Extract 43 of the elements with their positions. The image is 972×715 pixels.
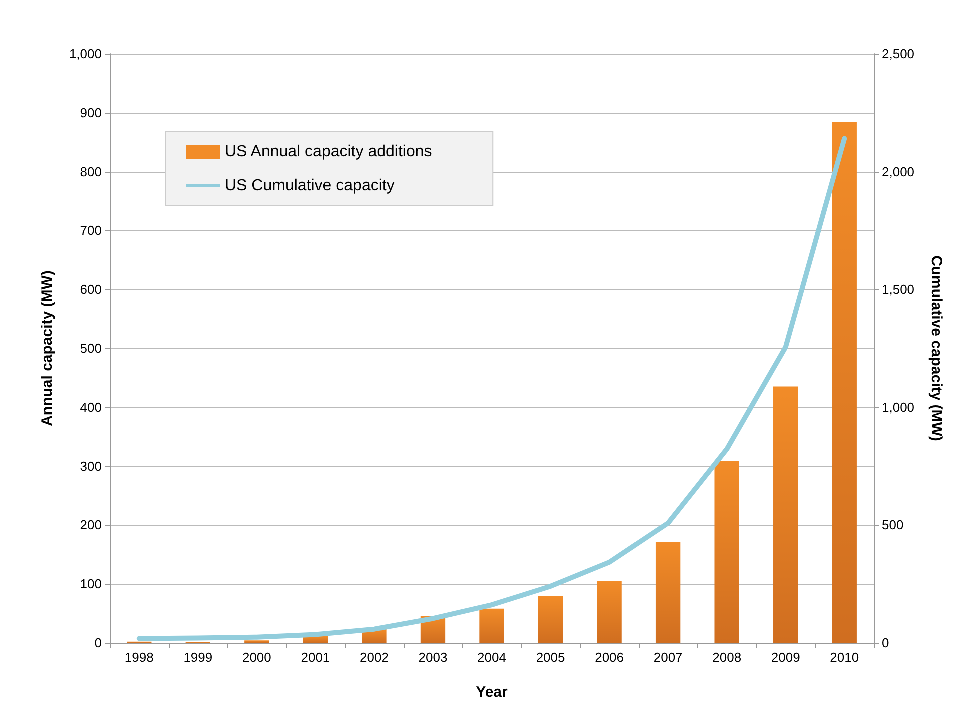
bar (774, 386, 798, 643)
y-tick-label: 200 (80, 518, 102, 533)
legend-label: US Cumulative capacity (225, 178, 395, 194)
x-tick-label: 2002 (360, 650, 389, 665)
bar (538, 596, 564, 643)
y2-tick-label: 2,500 (882, 46, 915, 62)
y-tick-label: 400 (80, 400, 102, 415)
x-tick-label: 1998 (124, 650, 154, 665)
y-tick-label: 900 (80, 105, 102, 120)
y2-tick-label: 2,000 (882, 164, 915, 180)
y2-tick-label: 0 (882, 636, 890, 650)
x-tick-label: 2005 (536, 650, 566, 665)
y-tick-label: 700 (80, 223, 102, 238)
legend-label: US Annual capacity additions (225, 144, 432, 160)
y-tick-label: 300 (80, 458, 102, 474)
y-tick-label: 1,000 (69, 46, 102, 62)
bar (714, 461, 740, 643)
x-tick-label: 2001 (301, 650, 330, 665)
x-tick-label: 2004 (478, 650, 506, 665)
bar (597, 581, 622, 643)
x-tick-label: 2003 (418, 650, 448, 665)
bar (480, 608, 504, 643)
x-axis-title: Year (476, 684, 508, 701)
x-tick-label: 1999 (184, 650, 213, 665)
x-tick-label: 2009 (771, 650, 800, 665)
x-tick-label: 2006 (595, 650, 624, 665)
bar (656, 542, 681, 643)
x-tick-label: 2000 (242, 650, 272, 665)
y-tick-label: 500 (80, 341, 102, 356)
y-axis-title: Annual capacity (MW) (39, 270, 56, 426)
x-tick-label: 2007 (654, 650, 683, 665)
x-tick-label: 2010 (830, 650, 860, 665)
y-tick-label: 0 (94, 636, 102, 650)
x-tick-label: 2008 (712, 650, 742, 665)
y-tick-label: 600 (80, 282, 102, 298)
y-tick-label: 800 (80, 164, 102, 180)
bar (832, 122, 857, 643)
y2-tick-label: 500 (882, 518, 904, 533)
y-tick-label: 100 (80, 576, 102, 592)
y2-tick-label: 1,500 (882, 282, 915, 298)
y2-tick-label: 1,000 (882, 400, 915, 415)
bar (303, 636, 328, 643)
y2-axis-title: Cumulative capacity (MW) (928, 256, 945, 442)
